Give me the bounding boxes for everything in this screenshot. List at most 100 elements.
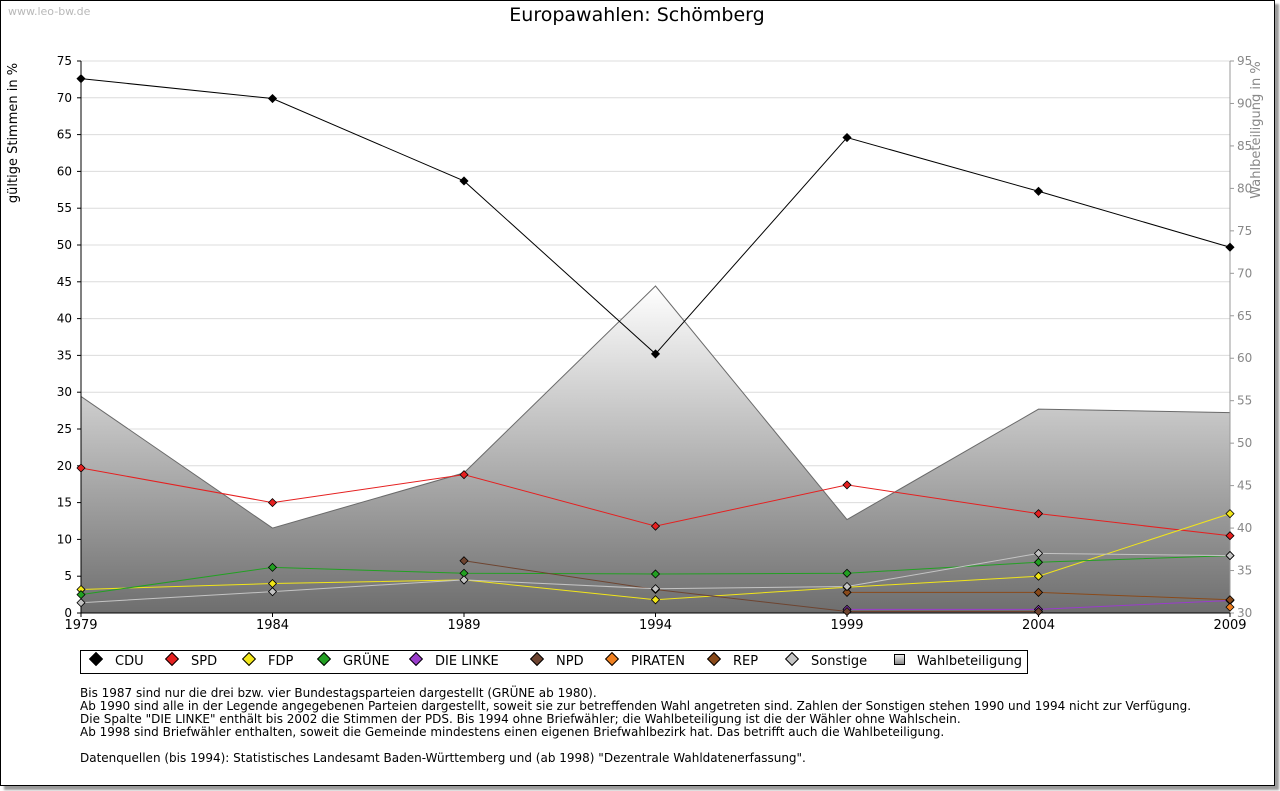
- data-point: [650, 521, 661, 531]
- y2-tick-label: 85: [1237, 139, 1252, 153]
- y-tick-label: 40: [57, 312, 72, 326]
- data-point: [267, 587, 278, 597]
- y-tick-label: 60: [57, 164, 72, 178]
- y2-tick-label: 65: [1237, 309, 1252, 323]
- legend-item: CDU: [88, 651, 144, 669]
- data-point: [842, 587, 852, 597]
- data-point: [1225, 595, 1235, 605]
- note-line: Die Spalte "DIE LINKE" enthält bis 2002 …: [80, 712, 961, 726]
- x-tick-label: 2004: [1022, 618, 1055, 633]
- y-tick-label: 75: [57, 54, 72, 68]
- legend-marker: [529, 651, 545, 667]
- note-line: Datenquellen (bis 1994): Statistisches L…: [80, 751, 806, 765]
- legend-label: NPD: [556, 654, 584, 669]
- y-tick-label: 65: [57, 128, 72, 142]
- chart-title: Europawahlen: Schömberg: [509, 4, 764, 26]
- y-tick-label: 5: [64, 569, 72, 583]
- series-rep: [842, 587, 1235, 605]
- data-point: [842, 568, 852, 578]
- series-line: [463, 560, 1039, 613]
- data-point: [1033, 571, 1044, 581]
- y-tick-label: 30: [57, 385, 72, 399]
- y2-tick-label: 70: [1237, 266, 1252, 280]
- data-point: [842, 132, 852, 143]
- data-point: [1225, 242, 1235, 252]
- turnout-area: [80, 285, 1231, 614]
- note-line: Bis 1987 sind nur die drei bzw. vier Bun…: [80, 686, 597, 700]
- legend-marker: [164, 651, 180, 667]
- y2-tick-label: 50: [1237, 436, 1252, 450]
- y2-tick-label: 30: [1237, 606, 1252, 620]
- data-point: [1225, 509, 1235, 519]
- series-piraten: [1225, 602, 1235, 612]
- legend-marker: [784, 651, 800, 667]
- x-tick-label: 1989: [447, 618, 480, 633]
- y-tick-label: 35: [57, 348, 72, 362]
- data-point: [76, 74, 86, 84]
- legend-turnout-swatch: [894, 654, 905, 665]
- y-tick-label: 15: [57, 496, 72, 510]
- y2-tick-label: 80: [1237, 181, 1252, 195]
- data-point: [1225, 551, 1235, 561]
- data-point: [650, 584, 661, 594]
- data-point: [842, 581, 852, 592]
- series: [76, 74, 1235, 617]
- legend-item: Sonstige: [784, 651, 868, 669]
- data-point: [1225, 602, 1235, 612]
- note-line: Ab 1998 sind Briefwähler enthalten, sowe…: [80, 725, 945, 739]
- legend-label: REP: [733, 654, 759, 669]
- data-point: [76, 463, 86, 473]
- legend-item: REP: [706, 651, 759, 669]
- legend-label: DIE LINKE: [435, 654, 499, 669]
- data-point: [650, 595, 661, 605]
- data-point: [459, 470, 469, 480]
- series-spd: [76, 463, 1235, 541]
- legend-label: CDU: [115, 654, 144, 669]
- legend-label: Sonstige: [811, 654, 868, 669]
- chart: 0 5 10 15 20 25 30 35 40 45 50 55 60 65 70 75 30 35 40 45 50…: [6, 4, 1264, 633]
- legend-label: SPD: [191, 654, 218, 669]
- y-tick-label: 20: [57, 459, 72, 473]
- data-point: [267, 93, 278, 104]
- legend-label: PIRATEN: [631, 654, 685, 669]
- turnout-area-shape: [80, 285, 1231, 614]
- data-point: [1033, 557, 1044, 567]
- x-tick-label: 1984: [256, 618, 289, 633]
- note-line: Ab 1990 sind alle in der Legende angegeb…: [80, 699, 1192, 713]
- y2-tick-label: 55: [1237, 394, 1252, 408]
- y-axis-label: gültige Stimmen in %: [6, 63, 21, 203]
- legend-label: Wahlbeteiligung: [917, 654, 1023, 669]
- legend-marker: [706, 651, 722, 667]
- data-point: [650, 569, 661, 579]
- y2-tick-label: 90: [1237, 96, 1252, 110]
- y-tick-label: 25: [57, 422, 72, 436]
- legend-item: PIRATEN: [604, 651, 685, 669]
- data-point: [1033, 509, 1044, 519]
- series-fdp: [76, 509, 1235, 605]
- series-sonstige: [76, 548, 1235, 608]
- data-point: [459, 575, 469, 585]
- legend-label: FDP: [268, 654, 294, 669]
- legend-marker: [408, 651, 424, 667]
- y2-tick-label: 40: [1237, 521, 1252, 535]
- legend-label: GRÜNE: [343, 654, 390, 669]
- legend-marker: [88, 651, 104, 667]
- data-point: [1033, 548, 1044, 558]
- x-tick-label: 1999: [830, 618, 863, 633]
- data-point: [1033, 606, 1044, 617]
- legend-item: FDP: [241, 651, 294, 669]
- y2-tick-label: 60: [1237, 351, 1252, 365]
- legend: CDU SPD FDP GRÜNE DIE LINKE NPD PIRATEN REP Sons…: [80, 650, 1028, 674]
- data-point: [1033, 587, 1044, 597]
- data-point: [1033, 186, 1044, 196]
- x-tick-label: 1979: [64, 618, 97, 633]
- legend-item: SPD: [164, 651, 218, 669]
- data-point: [267, 498, 278, 508]
- data-point: [459, 556, 469, 566]
- legend-item: DIE LINKE: [408, 651, 499, 669]
- y-tick-label: 55: [57, 201, 72, 215]
- data-point: [76, 598, 86, 608]
- y2-tick-label: 45: [1237, 479, 1252, 493]
- legend-item: Wahlbeteiligung: [894, 654, 1022, 669]
- legend-marker: [604, 651, 620, 667]
